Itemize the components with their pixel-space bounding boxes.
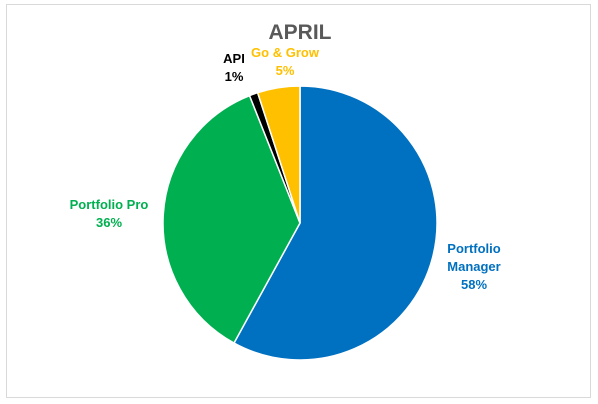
data-label-portfolio-pro-name: Portfolio Pro (70, 197, 149, 212)
pie-slice-portfolio-manager (232, 85, 438, 361)
data-label-portfolio-manager-name: Manager (447, 259, 500, 274)
data-label-go-grow-name: Go & Grow (251, 45, 320, 60)
data-label-portfolio-manager-pct: 58% (461, 277, 487, 292)
data-label-api-name: API (223, 51, 245, 66)
data-label-portfolio-manager-name: Portfolio (447, 241, 500, 256)
chart-title: APRIL (269, 21, 332, 44)
pie-slice-go-grow (256, 85, 301, 224)
data-label-go-grow-pct: 5% (276, 63, 295, 78)
pie-slice-portfolio-pro (162, 94, 301, 345)
data-label-api-pct: 1% (225, 69, 244, 84)
data-label-portfolio-pro-pct: 36% (96, 215, 122, 230)
